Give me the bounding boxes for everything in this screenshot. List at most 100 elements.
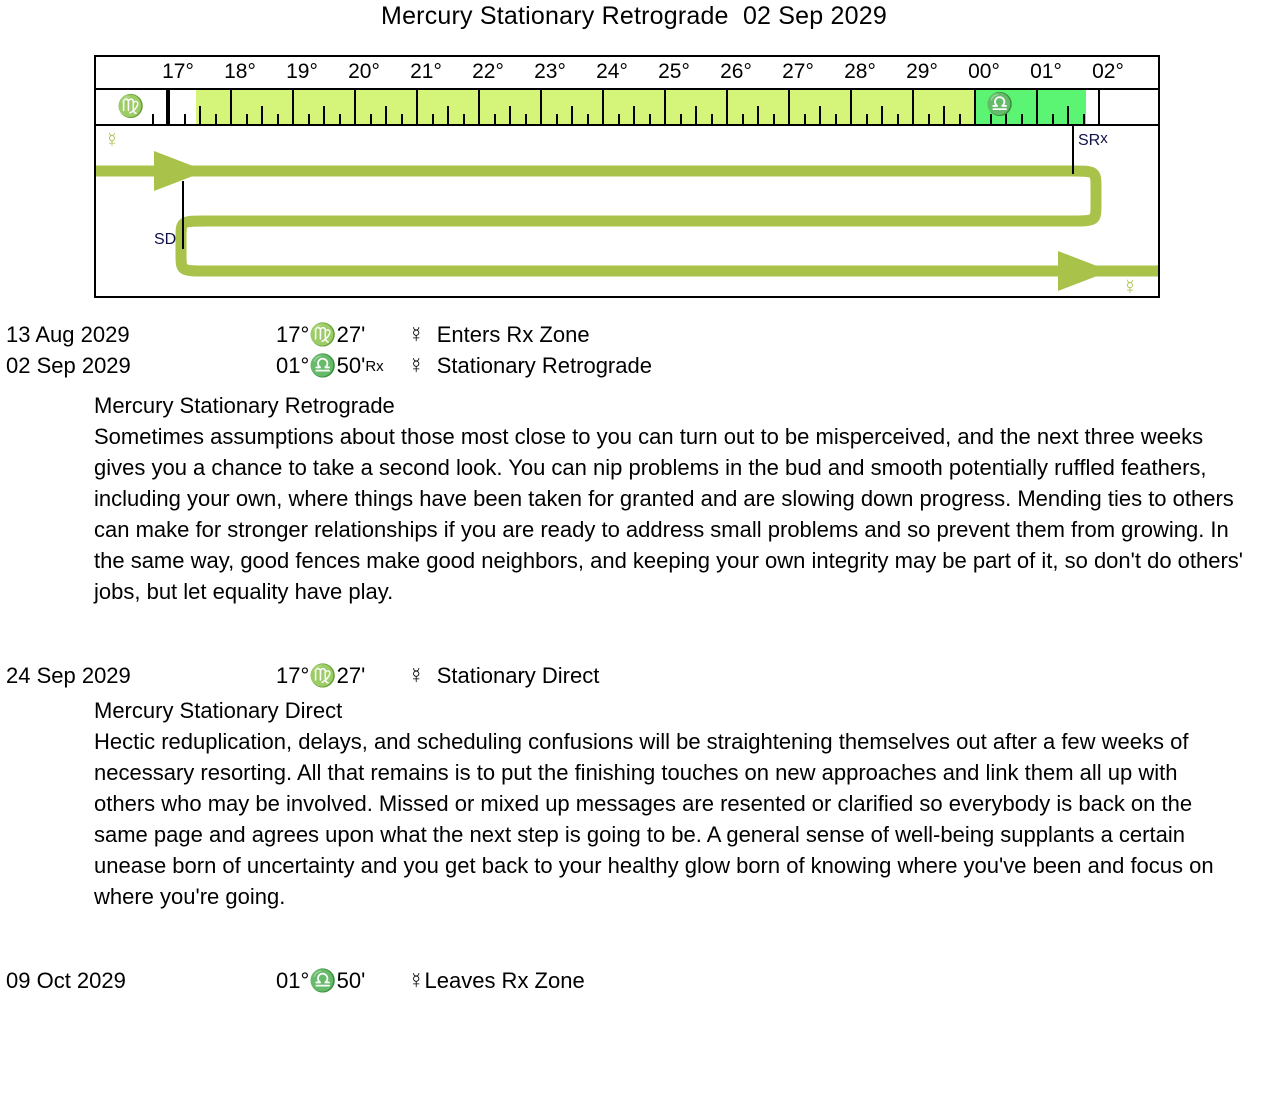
degree-subtick bbox=[1005, 106, 1007, 124]
degree-subtick bbox=[1067, 106, 1069, 124]
degree-subtick bbox=[927, 114, 930, 124]
event-row[interactable]: 09 Oct 2029 01°♎50' ☿Leaves Rx Zone bbox=[0, 968, 1268, 999]
degree-subtick bbox=[245, 114, 248, 124]
degree-subtick bbox=[741, 114, 744, 124]
event-position: 17°♍27' bbox=[276, 663, 366, 688]
degree-subtick bbox=[710, 114, 713, 124]
degree-subtick bbox=[819, 106, 821, 124]
degree-cell bbox=[1036, 90, 1098, 124]
degree-subtick bbox=[757, 106, 759, 124]
mercury-path-graphic bbox=[96, 151, 1158, 291]
degree-cell bbox=[540, 90, 602, 124]
degree-subtick bbox=[617, 114, 620, 124]
interpretation-heading: Mercury Stationary Direct bbox=[94, 698, 343, 723]
srx-marker-label: SRx bbox=[1078, 130, 1108, 149]
interpretation-heading: Mercury Stationary Retrograde bbox=[94, 393, 395, 418]
degree-subtick bbox=[338, 114, 341, 124]
degree-tick-label: 24° bbox=[596, 60, 628, 83]
degree-cell bbox=[974, 90, 1036, 124]
degree-subtick bbox=[803, 114, 806, 124]
degree-subtick bbox=[183, 114, 186, 124]
degree-cell bbox=[416, 90, 478, 124]
mercury-glyph-end: ☿ bbox=[1122, 276, 1138, 296]
degree-subtick bbox=[1051, 114, 1054, 124]
interpretation-body: Hectic reduplication, delays, and schedu… bbox=[94, 729, 1214, 909]
degree-subtick bbox=[571, 106, 573, 124]
degree-subtick bbox=[881, 106, 883, 124]
event-description: ☿ Stationary Retrograde bbox=[408, 353, 652, 378]
degree-subtick bbox=[834, 114, 837, 124]
sd-marker-label: SD bbox=[154, 231, 177, 248]
degree-subtick bbox=[555, 114, 558, 124]
degree-subtick bbox=[989, 114, 992, 124]
degree-subtick bbox=[493, 114, 496, 124]
degree-subtick bbox=[509, 106, 511, 124]
mercury-glyph-start: ☿ bbox=[104, 129, 120, 152]
degree-tick-label: 21° bbox=[410, 60, 442, 83]
interpretation-retrograde: Mercury Stationary Retrograde Sometimes … bbox=[94, 390, 1244, 607]
degree-tick-label: 25° bbox=[658, 60, 690, 83]
event-row[interactable]: 13 Aug 2029 17°♍27' ☿ Enters Rx Zone bbox=[0, 322, 1268, 353]
degree-subtick bbox=[400, 114, 403, 124]
event-date: 09 Oct 2029 bbox=[6, 968, 126, 993]
degree-subtick bbox=[214, 114, 217, 124]
interpretation-body: Sometimes assumptions about those most c… bbox=[94, 424, 1244, 604]
degree-subtick bbox=[772, 114, 775, 124]
degree-subtick bbox=[462, 114, 465, 124]
degree-tick-label: 00° bbox=[968, 60, 1000, 83]
event-row[interactable]: 24 Sep 2029 17°♍27' ☿ Stationary Direct bbox=[0, 663, 1268, 694]
degree-subtick bbox=[431, 114, 434, 124]
degree-subtick bbox=[199, 106, 201, 124]
degree-tick-label: 18° bbox=[224, 60, 256, 83]
zodiac-band-libra bbox=[974, 90, 1086, 124]
degree-cell bbox=[354, 90, 416, 124]
degree-tick-label: 02° bbox=[1092, 60, 1124, 83]
degree-tick-label: 23° bbox=[534, 60, 566, 83]
degree-tick-label: 22° bbox=[472, 60, 504, 83]
rx-indicator: Rx bbox=[365, 358, 384, 375]
event-row[interactable]: 02 Sep 2029 01°♎50'Rx ☿ Stationary Retro… bbox=[0, 353, 1268, 384]
sign-cell-virgo: ♍ bbox=[96, 90, 168, 124]
degree-cell bbox=[850, 90, 912, 124]
degree-subtick bbox=[695, 106, 697, 124]
degree-cell bbox=[788, 90, 850, 124]
degree-subtick bbox=[943, 106, 945, 124]
degree-tick-label: 20° bbox=[348, 60, 380, 83]
event-date: 02 Sep 2029 bbox=[6, 353, 131, 378]
retrograde-chart: 17° 18° 19° 20° 21° 22° 23° 24° 25° 26° 27° 28° 29° 0… bbox=[94, 55, 1160, 298]
virgo-glyph: ♍ bbox=[117, 93, 145, 119]
libra-glyph: ♎ bbox=[986, 91, 1014, 117]
degree-tick-label: 26° bbox=[720, 60, 752, 83]
event-date: 24 Sep 2029 bbox=[6, 663, 131, 688]
degree-subtick bbox=[679, 114, 682, 124]
degree-cell bbox=[602, 90, 664, 124]
degree-subtick bbox=[865, 114, 868, 124]
degree-subtick bbox=[633, 106, 635, 124]
degree-subtick bbox=[1082, 114, 1085, 124]
degree-cell bbox=[726, 90, 788, 124]
event-list: 13 Aug 2029 17°♍27' ☿ Enters Rx Zone 02 … bbox=[0, 322, 1268, 384]
degree-cell bbox=[230, 90, 292, 124]
interpretation-direct: Mercury Stationary Direct Hectic redupli… bbox=[94, 695, 1244, 912]
degree-subtick bbox=[586, 114, 589, 124]
degree-subtick bbox=[447, 106, 449, 124]
degree-subtick bbox=[307, 114, 310, 124]
event-list-secondary: 24 Sep 2029 17°♍27' ☿ Stationary Direct bbox=[0, 663, 1268, 694]
degree-cell bbox=[168, 90, 230, 124]
event-date: 13 Aug 2029 bbox=[6, 322, 130, 347]
degree-cell bbox=[478, 90, 540, 124]
degree-subtick bbox=[524, 114, 527, 124]
degree-tick-label: 28° bbox=[844, 60, 876, 83]
degree-subtick bbox=[385, 106, 387, 124]
degree-cell bbox=[292, 90, 354, 124]
degree-subtick bbox=[896, 114, 899, 124]
degree-subtick bbox=[369, 114, 372, 124]
degree-subtick bbox=[648, 114, 651, 124]
zodiac-band-row: ♍ ♎ bbox=[96, 90, 1158, 126]
degree-subtick bbox=[1020, 114, 1023, 124]
degree-scale-row: 17° 18° 19° 20° 21° 22° 23° 24° 25° 26° 27° 28° 29° 0… bbox=[96, 57, 1158, 90]
degree-tick-label: 01° bbox=[1030, 60, 1062, 83]
event-position: 01°♎50'Rx bbox=[276, 353, 384, 378]
degree-cell bbox=[912, 90, 974, 124]
degree-tick-label: 27° bbox=[782, 60, 814, 83]
